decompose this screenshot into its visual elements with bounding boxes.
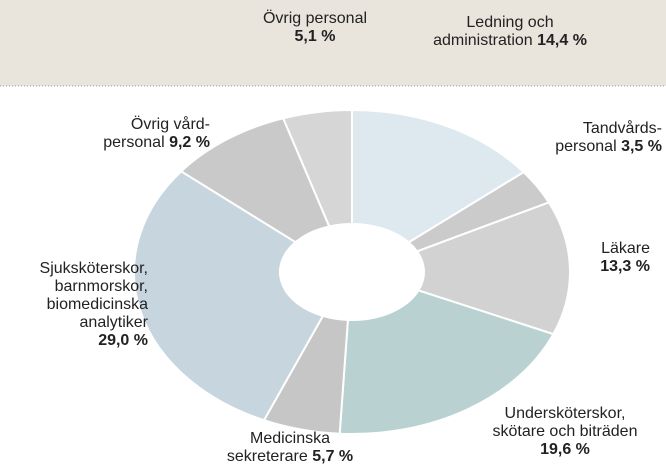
value-label: 9,2 % <box>169 134 210 151</box>
category-name: Läkare <box>601 240 650 257</box>
category-name: Medicinska sekreterare <box>226 430 331 465</box>
donut-segment <box>281 108 353 228</box>
donut-segment <box>179 117 331 244</box>
value-label: 5,7 % <box>312 448 354 465</box>
value-label: 19,6 % <box>540 441 590 458</box>
segment-label: Sjuksköterskor, barnmorskor, biomedicins… <box>0 260 148 350</box>
segment-label: Ledning och administration 14,4 % <box>420 14 600 50</box>
category-name: Övrig personal <box>262 10 368 27</box>
segment-label: Medicinska sekreterare 5,7 % <box>200 430 380 466</box>
header-band <box>0 0 666 86</box>
segment-label: Övrig vård- personal 9,2 % <box>40 116 210 152</box>
category-name: Underskötersk­or, skötare och biträden <box>492 405 638 440</box>
category-name: Sjuksköterskor, barnmorskor, biomedicins… <box>39 260 148 331</box>
value-label: 5,1 % <box>294 28 336 45</box>
segment-label: Underskötersk­or, skötare och biträden 19… <box>470 405 660 459</box>
value-label: 29,0 % <box>98 332 148 349</box>
value-label: 14,4 % <box>537 32 587 49</box>
donut-segment <box>338 289 555 435</box>
category-name: Ledning och administration <box>433 14 554 49</box>
value-label: 3,5 % <box>621 138 662 155</box>
value-label: 13,3 % <box>600 258 650 275</box>
category-name: Övrig vård- personal <box>103 116 210 151</box>
donut-segment <box>133 170 325 422</box>
donut-segment <box>415 201 571 336</box>
category-name: Tandvårds- personal <box>555 120 662 155</box>
segment-label: Övrig personal 5,1 % <box>240 10 390 46</box>
segment-label: Läkare 13,3 % <box>540 240 650 276</box>
donut-segment <box>351 108 526 244</box>
segment-label: Tandvårds- personal 3,5 % <box>510 120 662 156</box>
